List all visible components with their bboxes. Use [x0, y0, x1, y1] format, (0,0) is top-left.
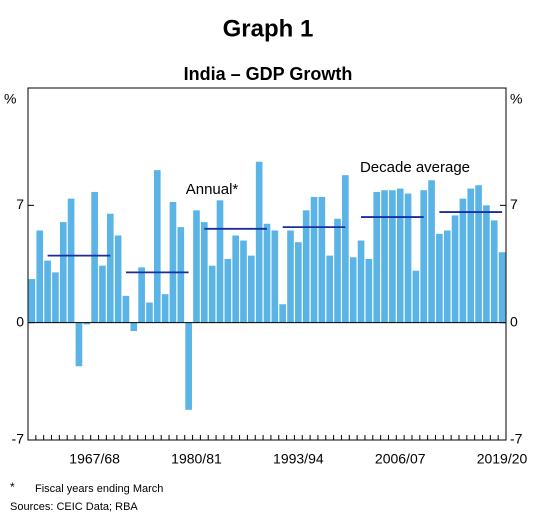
x-tick-label: 2019/20: [477, 451, 528, 467]
bar: [412, 270, 420, 323]
bar: [342, 175, 349, 323]
y-tick-label-right: 7: [510, 196, 518, 212]
bar: [255, 161, 263, 323]
bar: [271, 230, 279, 323]
bar: [467, 188, 475, 323]
bar: [248, 255, 255, 323]
bar: [365, 258, 373, 323]
bar: [373, 191, 381, 323]
bar: [59, 222, 67, 323]
bar: [334, 218, 341, 323]
bar: [389, 190, 396, 323]
x-tick-label: 1993/94: [273, 451, 324, 467]
bar: [302, 210, 310, 323]
bar: [216, 200, 224, 323]
bar: [146, 302, 153, 323]
chart-title: Graph 1: [223, 15, 314, 42]
bar: [232, 235, 239, 323]
bar: [475, 185, 482, 323]
bar: [44, 260, 51, 323]
bar: [318, 196, 326, 323]
bar: [99, 265, 106, 323]
bar: [185, 322, 192, 410]
y-tick-label-right: 0: [510, 313, 518, 329]
bar: [451, 215, 459, 323]
bar: [224, 258, 232, 323]
bar: [263, 223, 271, 323]
y-tick-label: -7: [12, 431, 25, 447]
bar: [279, 304, 286, 323]
footnote-marker: *: [10, 480, 15, 494]
bar: [428, 180, 435, 323]
bar: [28, 279, 36, 323]
bar: [381, 190, 388, 323]
y-tick-label: 0: [16, 313, 24, 329]
decade-average-label: Decade average: [360, 159, 470, 176]
bar: [106, 213, 114, 323]
plot-frame: [27, 87, 507, 441]
y-tick-label-right: -7: [510, 431, 523, 447]
bar: [404, 193, 412, 323]
bar: [52, 272, 59, 323]
bar: [349, 257, 357, 323]
bar: [200, 222, 208, 323]
x-tick-label: 2006/07: [375, 451, 426, 467]
bar: [193, 210, 200, 323]
bar: [443, 230, 451, 323]
y-unit-right: %: [510, 91, 522, 107]
y-unit-left: %: [4, 91, 16, 107]
bar: [114, 235, 122, 323]
bar: [240, 240, 247, 323]
bar: [498, 252, 506, 323]
bar: [67, 198, 75, 323]
bar: [91, 191, 98, 323]
x-tick-label: 1967/68: [69, 451, 120, 467]
sources: Sources: CEIC Data; RBA: [10, 501, 138, 513]
bar: [310, 196, 318, 323]
bar: [490, 220, 498, 323]
bar: [436, 233, 443, 323]
chart-subtitle: India – GDP Growth: [184, 64, 353, 84]
bar: [177, 227, 185, 323]
bar: [138, 267, 145, 323]
bar: [287, 230, 294, 323]
bar: [208, 265, 216, 323]
bar: [326, 255, 334, 323]
bar: [396, 188, 404, 323]
bar: [36, 230, 44, 323]
bar: [295, 242, 302, 323]
bar: [161, 294, 169, 323]
bar: [483, 205, 490, 323]
bar: [153, 170, 161, 323]
x-tick-label: 1980/81: [171, 451, 222, 467]
bar: [459, 198, 467, 323]
bar: [75, 322, 83, 367]
bar: [130, 322, 138, 332]
footnote: Fiscal years ending March: [35, 483, 163, 495]
bar: [357, 240, 365, 323]
y-tick-label: 7: [16, 196, 24, 212]
annual-label: Annual*: [186, 181, 239, 198]
bar: [83, 322, 91, 325]
bar: [169, 201, 177, 323]
bar: [122, 295, 130, 323]
bar: [420, 190, 428, 323]
